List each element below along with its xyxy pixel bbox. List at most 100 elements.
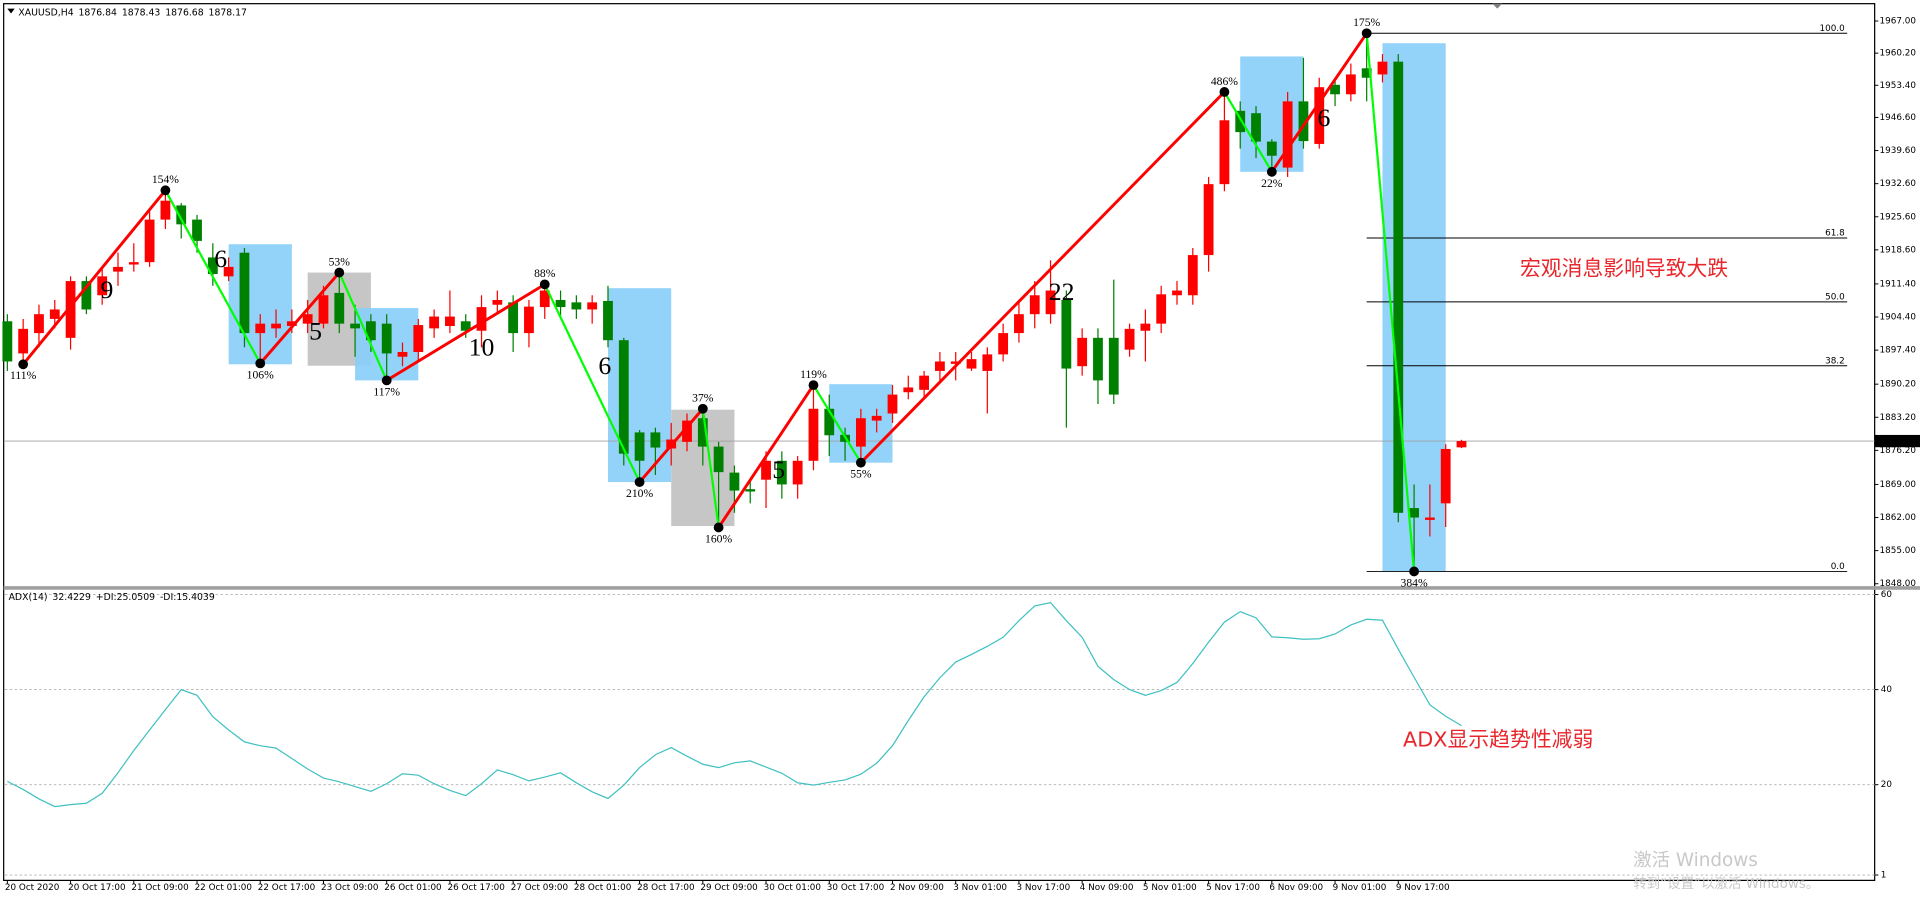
wave-count: 22 bbox=[1049, 277, 1075, 306]
candle-body bbox=[239, 252, 250, 334]
pivot-label: 384% bbox=[1401, 576, 1428, 589]
pivot-point bbox=[697, 403, 708, 414]
candle-body bbox=[81, 281, 92, 310]
y-tick-label: 60 bbox=[1881, 590, 1893, 600]
x-tick-label: 21 Oct 09:00 bbox=[131, 883, 189, 893]
shift-marker bbox=[1492, 3, 1503, 9]
candle-body bbox=[492, 299, 503, 305]
candle-body bbox=[539, 290, 550, 308]
pivot-label: 210% bbox=[626, 487, 653, 500]
watermark-subtitle: 转到“设置”以激活 Windows。 bbox=[1633, 876, 1819, 892]
y-tick-label: 1876.20 bbox=[1880, 446, 1917, 456]
candle-body bbox=[334, 292, 345, 324]
candle-body bbox=[1045, 290, 1056, 315]
y-tick-label: 40 bbox=[1881, 685, 1893, 695]
adx-line bbox=[7, 601, 1462, 808]
x-tick-label: 29 Oct 09:00 bbox=[700, 883, 758, 893]
candle-body bbox=[381, 323, 392, 354]
zigzag-segment bbox=[338, 272, 388, 381]
pivot-label: 117% bbox=[373, 385, 400, 398]
y-tick-label: 1925.60 bbox=[1880, 212, 1917, 222]
y-tick-label: 1855.00 bbox=[1880, 546, 1917, 556]
candle-body bbox=[192, 219, 202, 241]
candle-body bbox=[1014, 314, 1024, 334]
fib-label: 50.0 bbox=[1825, 292, 1845, 302]
candle-body bbox=[1156, 294, 1167, 324]
x-tick-label: 4 Nov 09:00 bbox=[1080, 883, 1134, 893]
candle-body bbox=[2, 321, 13, 362]
candle-body bbox=[1124, 328, 1135, 350]
candle-body bbox=[1409, 508, 1419, 518]
symbol: XAUUSD,H4 bbox=[18, 7, 73, 18]
pivot-point bbox=[634, 477, 645, 487]
candle-body bbox=[697, 418, 708, 447]
candle-body bbox=[1235, 110, 1246, 133]
pivot-label: 106% bbox=[247, 368, 274, 381]
x-tick-label: 5 Nov 17:00 bbox=[1206, 883, 1260, 893]
x-tick-label: 2 Nov 09:00 bbox=[890, 883, 944, 893]
pivot-point bbox=[1409, 566, 1419, 577]
candle-body bbox=[1345, 74, 1356, 95]
candle-body bbox=[1061, 299, 1072, 369]
pivot-point bbox=[539, 279, 550, 290]
y-tick-label: 1848.00 bbox=[1880, 579, 1917, 589]
pivot-label: 111% bbox=[10, 369, 37, 382]
zigzag-segment bbox=[259, 271, 341, 365]
fib-label: 61.8 bbox=[1825, 229, 1845, 239]
x-tick-label: 9 Nov 17:00 bbox=[1396, 883, 1450, 893]
pivot-label: 37% bbox=[692, 392, 714, 405]
zigzag-segment bbox=[701, 408, 720, 528]
candle-body bbox=[603, 300, 613, 341]
x-tick-label: 6 Nov 09:00 bbox=[1269, 883, 1323, 893]
candle-body bbox=[966, 359, 977, 369]
candle-body bbox=[1330, 84, 1340, 95]
candle-body bbox=[855, 418, 866, 447]
candle-body bbox=[824, 408, 835, 436]
candle-body bbox=[871, 415, 882, 421]
zigzag-segment bbox=[1223, 91, 1273, 173]
wave-count: 9 bbox=[100, 275, 113, 304]
x-tick-label: 30 Oct 01:00 bbox=[764, 883, 822, 893]
candle-body bbox=[65, 281, 76, 338]
x-tick-label: 9 Nov 01:00 bbox=[1333, 883, 1387, 893]
candle-body bbox=[682, 420, 692, 442]
candle-body bbox=[429, 316, 440, 329]
pivot-label: 88% bbox=[534, 267, 556, 280]
plot-layer: 1967.001960.201953.401946.601939.601932.… bbox=[2, 16, 1920, 893]
y-tick-label: 1918.60 bbox=[1880, 245, 1917, 255]
indicator-annotation: ADX显示趋势性减弱 bbox=[1403, 727, 1593, 751]
candle-body bbox=[302, 314, 313, 324]
candle-body bbox=[97, 276, 108, 296]
candle-body bbox=[729, 472, 740, 491]
zigzag-segment bbox=[164, 189, 262, 364]
pivot-label: 22% bbox=[1261, 177, 1283, 190]
candle-body bbox=[1203, 184, 1214, 256]
fib-label: 0.0 bbox=[1831, 562, 1845, 572]
candle-body bbox=[555, 299, 566, 308]
candle-body bbox=[587, 302, 598, 310]
fib-label: 38.2 bbox=[1825, 356, 1845, 366]
candle-body bbox=[1029, 295, 1040, 315]
pivot-point bbox=[1219, 87, 1230, 97]
x-tick-label: 27 Oct 09:00 bbox=[511, 883, 569, 893]
y-tick-label: 1953.40 bbox=[1880, 81, 1917, 91]
x-tick-label: 5 Nov 01:00 bbox=[1143, 883, 1197, 893]
candle-body bbox=[34, 314, 44, 334]
wave-count: 6 bbox=[598, 351, 611, 380]
annotation: 宏观消息影响导致大跌 bbox=[1520, 257, 1728, 281]
candle-body bbox=[113, 266, 123, 272]
zigzag-segment bbox=[1270, 32, 1368, 173]
indicator-header: ADX(14) 32.4229 +DI:25.0509 -DI:15.4039 bbox=[9, 592, 215, 603]
y-tick-label: 1862.00 bbox=[1880, 513, 1917, 523]
candle-body bbox=[982, 354, 993, 371]
candle-body bbox=[176, 205, 187, 225]
zigzag-segment bbox=[1365, 33, 1416, 572]
candle-body bbox=[365, 321, 376, 341]
y-tick-label: 1967.00 bbox=[1880, 16, 1917, 26]
candle-body bbox=[1361, 68, 1372, 78]
pivot-label: 486% bbox=[1211, 75, 1238, 88]
x-tick-label: 23 Oct 09:00 bbox=[321, 883, 379, 893]
x-tick-label: 30 Oct 17:00 bbox=[827, 883, 885, 893]
